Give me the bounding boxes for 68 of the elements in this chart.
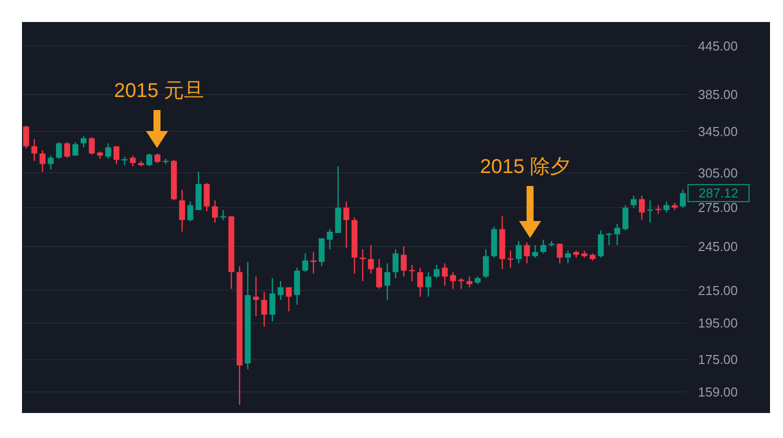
candlestick [417,267,424,298]
candlestick [392,248,399,279]
candlestick [360,248,366,282]
candlestick [376,258,382,290]
candlestick [302,252,308,273]
candlestick [524,242,530,264]
y-tick-label: 445.00 [698,38,738,54]
candlestick [540,239,546,254]
candlestick [516,240,522,264]
candlestick [606,232,612,246]
candlestick [630,195,637,208]
candlestick [286,286,292,312]
candlestick [130,155,136,167]
candlestick [425,272,432,298]
candlestick [72,142,78,156]
candlestick [466,276,472,288]
candlestick [146,152,152,167]
candlestick [31,138,38,162]
candlestick [565,250,571,264]
candlestick [48,155,54,170]
candlestick [450,272,456,290]
y-tick-label: 215.00 [698,282,738,298]
candlestick [400,246,407,278]
candlestick [212,200,218,224]
candlestick [64,142,70,158]
y-tick-label: 175.00 [698,352,738,368]
candlestick [482,248,489,279]
candlestick [113,146,120,165]
candlestick [318,238,325,267]
candlestick [664,200,670,214]
y-tick-label: 245.00 [698,238,738,254]
candlestick [261,291,268,328]
candlestick [269,277,276,322]
candlestick [253,276,259,317]
candlestick [442,262,448,286]
candlestick [368,244,374,274]
y-tick-label: 159.00 [698,384,738,400]
candlestick [179,189,186,232]
candlestick [310,251,316,274]
candlestick [532,244,538,258]
candlestick [56,142,62,160]
candlestick [434,264,440,279]
annotation: 2015 除夕 [480,156,570,178]
candlestick [556,243,563,264]
y-tick-label: 275.00 [698,200,738,216]
candlestick [326,228,333,250]
candlestick [88,136,95,156]
candlestick [204,182,210,212]
y-tick-label: 305.00 [698,165,738,180]
candlestick [105,142,112,160]
annotation: 2015 元旦 [114,80,204,102]
candlestick [598,230,604,258]
candlestick [638,195,645,221]
y-tick-label: 195.00 [698,316,738,331]
candlestick [187,200,194,222]
candlestick [154,152,160,164]
candlestick [80,136,87,148]
candlestick [384,262,390,300]
candlestick [40,150,46,172]
candlestick [23,124,30,149]
y-tick-label: 345.00 [698,124,738,139]
candlestick [458,277,464,290]
candlestick [614,223,620,246]
y-tick-label: 385.00 [698,86,738,102]
candlestick [622,204,628,231]
text: 287.12 [698,186,738,201]
candlestick [278,280,284,300]
candlestick [343,200,350,248]
